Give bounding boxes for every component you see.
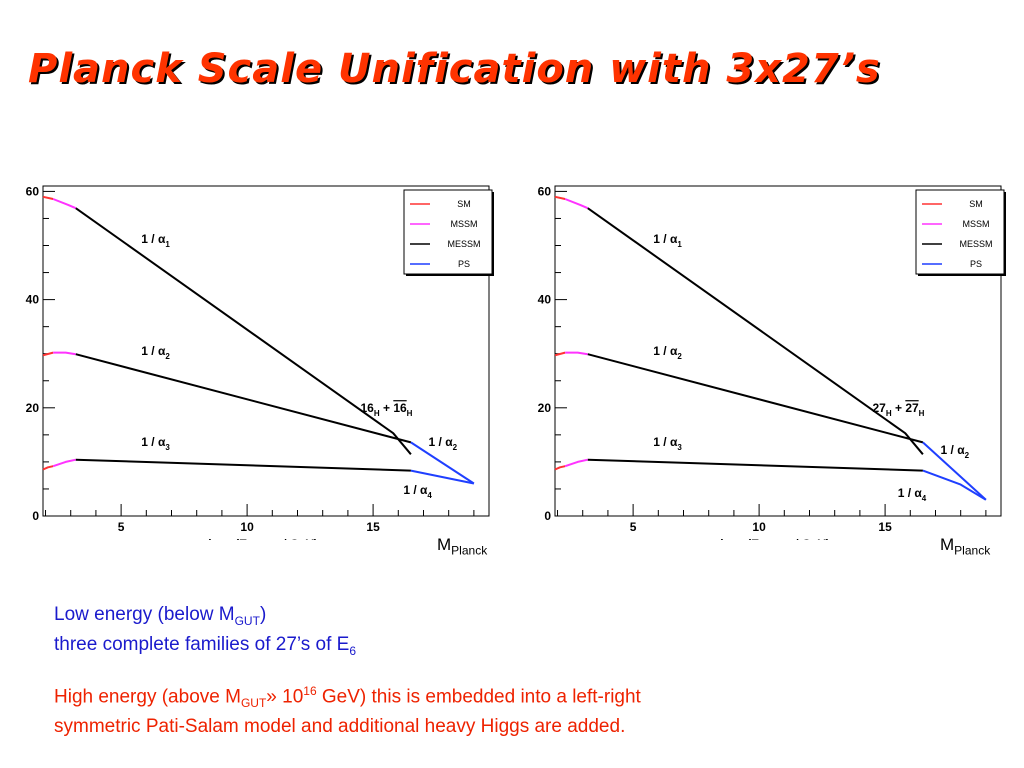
m-planck-sub: Planck: [954, 543, 991, 558]
y-tick-label: 60: [538, 184, 552, 198]
series-line-ps: [922, 469, 987, 501]
low-energy-line2: three complete families of 27’s of E: [54, 633, 350, 655]
series-line-ps: [922, 441, 987, 501]
series-line-mssm: [53, 351, 76, 356]
high-energy-note: High energy (above MGUT» 1016 GeV) this …: [54, 679, 641, 739]
annotation: 1 / α3: [653, 435, 682, 452]
series-line-mssm: [564, 458, 589, 468]
annotation: 27H + 27H: [872, 401, 924, 418]
m-planck-main: M: [940, 535, 955, 554]
x-tick-label: 5: [630, 520, 637, 534]
plot-frame: [42, 185, 490, 517]
series-line-messm: [587, 458, 923, 472]
y-tick-label: 40: [538, 293, 552, 307]
high-energy-line2: symmetric Pati-Salam model and additiona…: [54, 716, 626, 738]
chart-left: 0 20 40 60 5 10 15 log10(Energy / GeV) SM MSSM MES…: [26, 184, 494, 540]
series-line-sm: [42, 351, 54, 357]
y-tick-label: 20: [26, 401, 40, 415]
m-planck-sub: Planck: [451, 543, 488, 558]
legend-box: [915, 189, 1005, 275]
legend-label: SM: [969, 199, 983, 209]
series-line-messm: [587, 207, 924, 455]
annotation: 1 / α2: [141, 344, 170, 361]
low-energy-line1: Low energy (below M: [54, 604, 235, 625]
series-line-sm: [554, 465, 566, 471]
series-line-ps: [410, 441, 475, 485]
series-line-messm: [75, 458, 411, 472]
series-line-mssm: [52, 458, 77, 468]
series-line-sm: [42, 195, 54, 200]
plot-frame: [554, 185, 1002, 517]
series-line-messm: [75, 353, 412, 444]
annotation: 1 / α2: [429, 435, 458, 452]
x-tick-label: 10: [752, 520, 766, 534]
x-axis-label: log10(Energy / GeV): [208, 537, 318, 540]
slide-title: Planck Scale Unification with 3x27’s: [28, 46, 881, 92]
m-planck-label-left: MPlanck: [437, 535, 487, 557]
high-energy-text1: High energy (above M: [54, 686, 241, 708]
series-line-mssm: [52, 198, 77, 210]
legend-box: [403, 189, 493, 275]
x-axis-label: log10(Energy / GeV): [720, 537, 830, 540]
legend-label: MSSM: [451, 219, 478, 229]
exponent: 16: [303, 684, 317, 698]
legend-label: PS: [458, 259, 470, 269]
legend-label: MESSM: [447, 239, 480, 249]
y-tick-label: 20: [538, 401, 552, 415]
x-tick-label: 10: [240, 520, 254, 534]
series-line-sm: [42, 465, 54, 471]
y-tick-label: 0: [544, 509, 551, 523]
legend-label: MESSM: [959, 239, 992, 249]
m-planck-label-right: MPlanck: [940, 535, 990, 557]
legend-label: SM: [457, 199, 471, 209]
gut-subscript: GUT: [240, 696, 267, 711]
series-line-messm: [587, 353, 924, 444]
y-tick-label: 60: [26, 184, 40, 198]
chart-right: 0 20 40 60 5 10 15 log10(Energy / GeV) SM MSSM MES…: [538, 184, 1006, 540]
series-line-sm: [554, 351, 566, 357]
low-energy-note: Low energy (below MGUT) three complete f…: [54, 603, 356, 663]
annotation: 1 / α4: [898, 486, 927, 503]
annotation: 1 / α1: [141, 232, 170, 249]
annotation: 1 / α3: [141, 435, 170, 452]
legend-label: MSSM: [963, 219, 990, 229]
annotation: 16H + 16H: [360, 401, 412, 418]
x-tick-label: 15: [366, 520, 380, 534]
e6-subscript: 6: [349, 643, 357, 658]
x-tick-label: 5: [118, 520, 125, 534]
legend-label: PS: [970, 259, 982, 269]
y-tick-label: 40: [26, 293, 40, 307]
y-tick-label: 0: [32, 509, 39, 523]
series-line-mssm: [565, 351, 588, 356]
low-energy-line1-close: ): [259, 604, 267, 625]
annotation: 1 / α4: [403, 483, 432, 500]
x-tick-label: 15: [878, 520, 892, 534]
annotation: 1 / α1: [653, 232, 682, 249]
annotation: 1 / α2: [653, 344, 682, 361]
high-energy-text3: GeV) this is embedded into a left-right: [316, 686, 641, 708]
m-planck-main: M: [437, 535, 452, 554]
gut-subscript: GUT: [234, 613, 260, 628]
annotation: 1 / α2: [941, 443, 970, 460]
series-line-sm: [554, 195, 566, 200]
high-energy-text2: » 10: [266, 686, 304, 708]
series-line-messm: [75, 207, 412, 455]
series-line-ps: [410, 469, 475, 485]
series-line-mssm: [564, 198, 589, 210]
